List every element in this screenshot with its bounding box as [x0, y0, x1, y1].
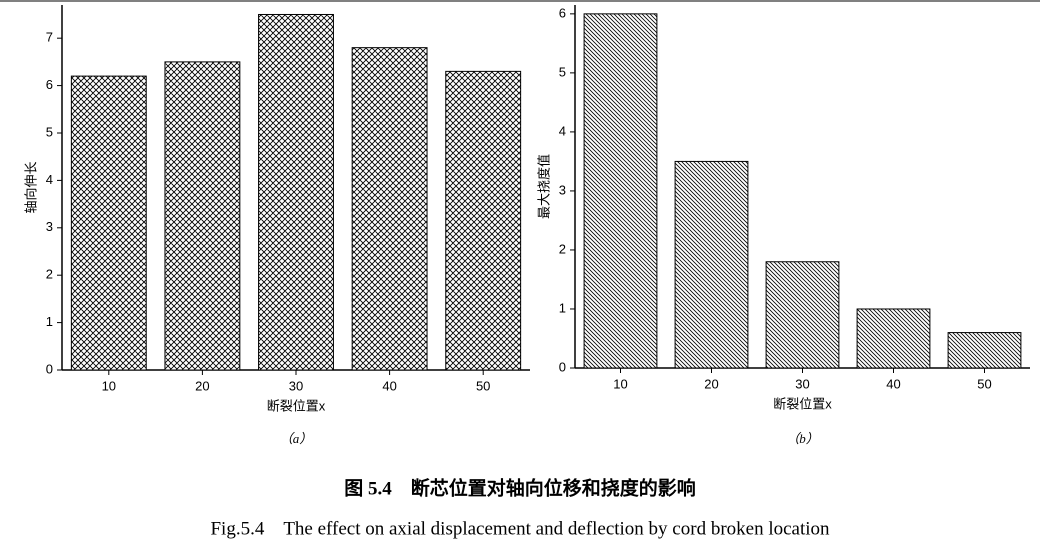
- bar: [351, 47, 428, 371]
- x-tick-label: 10: [613, 376, 627, 391]
- y-tick-label: 5: [559, 64, 566, 79]
- y-axis-label: 最大挠度值: [536, 154, 551, 219]
- y-tick-label: 5: [46, 124, 53, 139]
- y-tick-label: 3: [46, 219, 53, 234]
- x-axis-label: 断裂位置x: [267, 398, 326, 413]
- y-tick-label: 4: [559, 123, 566, 138]
- y-tick-label: 1: [559, 300, 566, 315]
- bar: [445, 70, 522, 371]
- caption: （a）: [280, 431, 313, 446]
- y-tick-label: 1: [46, 314, 53, 329]
- x-tick-label: 50: [977, 376, 991, 391]
- y-tick-label: 4: [46, 172, 53, 187]
- y-tick-label: 0: [46, 361, 53, 376]
- y-tick-label: 6: [559, 5, 566, 20]
- x-tick-label: 20: [704, 376, 718, 391]
- bar: [856, 308, 931, 369]
- y-tick-label: 2: [559, 241, 566, 256]
- x-tick-label: 50: [476, 378, 490, 393]
- bar: [674, 160, 749, 369]
- bar: [947, 332, 1022, 369]
- figure-title-en: Fig.5.4 The effect on axial displacement…: [210, 518, 830, 539]
- bar: [765, 261, 840, 369]
- y-tick-label: 2: [46, 267, 53, 282]
- y-tick-label: 3: [559, 182, 566, 197]
- x-tick-label: 30: [795, 376, 809, 391]
- y-tick-label: 6: [46, 77, 53, 92]
- x-tick-label: 10: [102, 378, 116, 393]
- bar: [583, 13, 658, 369]
- x-tick-label: 40: [886, 376, 900, 391]
- x-tick-label: 40: [382, 378, 396, 393]
- y-axis-label: 轴向伸长: [23, 161, 38, 213]
- x-tick-label: 30: [289, 378, 303, 393]
- caption: （b）: [786, 431, 819, 446]
- x-tick-label: 20: [195, 378, 209, 393]
- x-axis-label: 断裂位置x: [773, 396, 832, 411]
- bar: [164, 61, 241, 371]
- y-tick-label: 7: [46, 30, 53, 45]
- figure-title: 图 5.4 断芯位置对轴向位移和挠度的影响: [344, 476, 696, 499]
- bar: [70, 75, 147, 371]
- bar: [258, 13, 334, 371]
- y-tick-label: 0: [559, 359, 566, 374]
